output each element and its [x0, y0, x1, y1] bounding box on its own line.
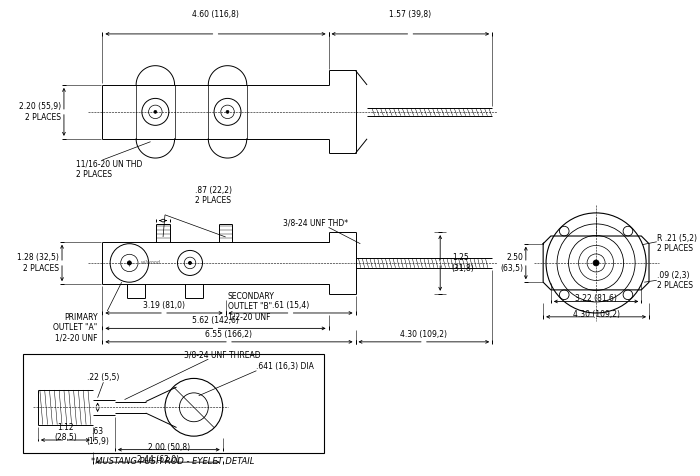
Text: 11/16-20 UN THD
2 PLACES: 11/16-20 UN THD 2 PLACES — [76, 160, 143, 179]
Text: 4.30 (109,2): 4.30 (109,2) — [573, 310, 620, 319]
Text: 3/8-24 UNF THREAD: 3/8-24 UNF THREAD — [184, 350, 261, 359]
Circle shape — [127, 261, 132, 265]
Text: 6.55 (166,2): 6.55 (166,2) — [206, 330, 253, 339]
Text: wilwood: wilwood — [141, 260, 160, 266]
Circle shape — [593, 260, 599, 266]
Circle shape — [188, 261, 191, 264]
Text: 2.44 (62,0): 2.44 (62,0) — [136, 455, 178, 464]
Text: 2.50
(63,5): 2.50 (63,5) — [500, 253, 523, 273]
Text: 1.12
(28,5): 1.12 (28,5) — [54, 423, 77, 442]
Text: 3/8-24 UNF THD*: 3/8-24 UNF THD* — [283, 218, 348, 228]
Text: 3.19 (81,0): 3.19 (81,0) — [143, 301, 185, 310]
Text: .641 (16,3) DIA: .641 (16,3) DIA — [256, 362, 314, 371]
Circle shape — [154, 110, 157, 113]
Text: .61 (15,4): .61 (15,4) — [272, 301, 309, 310]
Text: 2.20 (55,9)
2 PLACES: 2.20 (55,9) 2 PLACES — [19, 102, 61, 121]
Text: 5.62 (142,6): 5.62 (142,6) — [192, 317, 239, 326]
Text: .22 (5,5): .22 (5,5) — [88, 373, 120, 382]
Text: .09 (2,3)
2 PLACES: .09 (2,3) 2 PLACES — [657, 270, 693, 290]
Text: 4.60 (116,8): 4.60 (116,8) — [192, 10, 239, 20]
Text: .87 (22,2)
2 PLACES: .87 (22,2) 2 PLACES — [195, 186, 232, 205]
Text: 3.22 (81,6): 3.22 (81,6) — [575, 294, 617, 303]
Bar — [22, 354, 324, 453]
Text: 1.57 (39,8): 1.57 (39,8) — [389, 10, 431, 20]
Text: 2.00 (50,8): 2.00 (50,8) — [148, 443, 190, 452]
Text: 1.25
(31,8): 1.25 (31,8) — [452, 253, 475, 273]
Text: PRIMARY
OUTLET "A"
1/2-20 UNF: PRIMARY OUTLET "A" 1/2-20 UNF — [53, 313, 97, 343]
Text: 1.28 (32,5)
2 PLACES: 1.28 (32,5) 2 PLACES — [18, 253, 59, 273]
Text: *MUSTANG PUSH ROD - EYELET DETAIL: *MUSTANG PUSH ROD - EYELET DETAIL — [92, 457, 255, 466]
Text: 4.30 (109,2): 4.30 (109,2) — [400, 330, 447, 339]
Text: R .21 (5,2)
2 PLACES: R .21 (5,2) 2 PLACES — [657, 234, 696, 253]
Text: SECONDARY
OUTLET "B"
1/2-20 UNF: SECONDARY OUTLET "B" 1/2-20 UNF — [228, 292, 274, 322]
Circle shape — [226, 110, 229, 113]
Text: .63
(15,9): .63 (15,9) — [86, 426, 109, 446]
